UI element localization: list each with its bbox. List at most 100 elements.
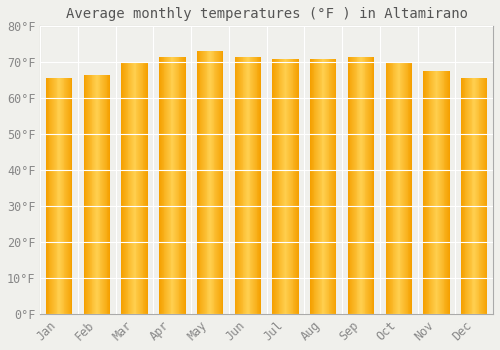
Bar bbox=[47, 78, 48, 314]
Bar bbox=[326, 59, 327, 314]
Bar bbox=[278, 59, 280, 314]
Bar bbox=[216, 51, 217, 314]
Bar bbox=[390, 62, 391, 314]
Bar bbox=[395, 62, 396, 314]
Bar bbox=[372, 57, 374, 314]
Bar bbox=[411, 62, 412, 314]
Bar bbox=[89, 75, 90, 314]
Bar bbox=[64, 78, 66, 314]
Bar bbox=[276, 59, 278, 314]
Bar bbox=[353, 57, 354, 314]
Bar bbox=[169, 57, 170, 314]
Bar bbox=[139, 62, 140, 314]
Bar bbox=[398, 62, 400, 314]
Bar bbox=[66, 78, 67, 314]
Bar bbox=[238, 57, 239, 314]
Bar bbox=[59, 78, 60, 314]
Bar bbox=[202, 51, 203, 314]
Bar bbox=[234, 57, 236, 314]
Bar bbox=[68, 78, 69, 314]
Bar bbox=[275, 59, 276, 314]
Bar bbox=[358, 57, 359, 314]
Bar bbox=[146, 62, 147, 314]
Bar bbox=[161, 57, 162, 314]
Bar bbox=[355, 57, 356, 314]
Bar bbox=[123, 62, 124, 314]
Bar bbox=[106, 75, 108, 314]
Bar bbox=[478, 78, 480, 314]
Bar bbox=[103, 75, 104, 314]
Bar bbox=[136, 62, 138, 314]
Bar bbox=[96, 75, 97, 314]
Bar bbox=[403, 62, 404, 314]
Bar bbox=[280, 59, 281, 314]
Bar bbox=[217, 51, 218, 314]
Bar bbox=[348, 57, 350, 314]
Bar bbox=[252, 57, 253, 314]
Bar bbox=[474, 78, 475, 314]
Bar bbox=[53, 78, 54, 314]
Bar bbox=[159, 57, 160, 314]
Bar bbox=[134, 62, 136, 314]
Bar bbox=[198, 51, 200, 314]
Bar bbox=[260, 57, 261, 314]
Bar bbox=[289, 59, 290, 314]
Bar bbox=[84, 75, 86, 314]
Bar bbox=[87, 75, 88, 314]
Bar bbox=[86, 75, 87, 314]
Bar bbox=[396, 62, 397, 314]
Bar bbox=[174, 57, 175, 314]
Bar bbox=[442, 71, 444, 314]
Bar bbox=[286, 59, 288, 314]
Bar bbox=[197, 51, 198, 314]
Bar bbox=[218, 51, 219, 314]
Bar bbox=[482, 78, 483, 314]
Bar bbox=[132, 62, 133, 314]
Bar bbox=[62, 78, 64, 314]
Bar bbox=[391, 62, 392, 314]
Bar bbox=[292, 59, 294, 314]
Bar bbox=[405, 62, 406, 314]
Bar bbox=[318, 59, 319, 314]
Bar bbox=[400, 62, 402, 314]
Bar bbox=[205, 51, 206, 314]
Bar bbox=[138, 62, 139, 314]
Bar bbox=[284, 59, 286, 314]
Title: Average monthly temperatures (°F ) in Altamirano: Average monthly temperatures (°F ) in Al… bbox=[66, 7, 468, 21]
Bar bbox=[175, 57, 176, 314]
Bar bbox=[177, 57, 178, 314]
Bar bbox=[469, 78, 470, 314]
Bar bbox=[477, 78, 478, 314]
Bar bbox=[94, 75, 95, 314]
Bar bbox=[46, 78, 47, 314]
Bar bbox=[444, 71, 446, 314]
Bar bbox=[61, 78, 62, 314]
Bar bbox=[130, 62, 131, 314]
Bar bbox=[245, 57, 246, 314]
Bar bbox=[180, 57, 181, 314]
Bar bbox=[350, 57, 352, 314]
Bar bbox=[362, 57, 363, 314]
Bar bbox=[433, 71, 434, 314]
Bar bbox=[219, 51, 220, 314]
Bar bbox=[222, 51, 224, 314]
Bar bbox=[212, 51, 214, 314]
Bar bbox=[408, 62, 410, 314]
Bar bbox=[164, 57, 166, 314]
Bar bbox=[447, 71, 448, 314]
Bar bbox=[468, 78, 469, 314]
Bar bbox=[481, 78, 482, 314]
Bar bbox=[432, 71, 433, 314]
Bar bbox=[484, 78, 485, 314]
Bar bbox=[100, 75, 102, 314]
Bar bbox=[147, 62, 148, 314]
Bar bbox=[172, 57, 173, 314]
Bar bbox=[361, 57, 362, 314]
Bar bbox=[320, 59, 322, 314]
Bar bbox=[283, 59, 284, 314]
Bar bbox=[298, 59, 299, 314]
Bar bbox=[360, 57, 361, 314]
Bar bbox=[145, 62, 146, 314]
Bar bbox=[108, 75, 109, 314]
Bar bbox=[168, 57, 169, 314]
